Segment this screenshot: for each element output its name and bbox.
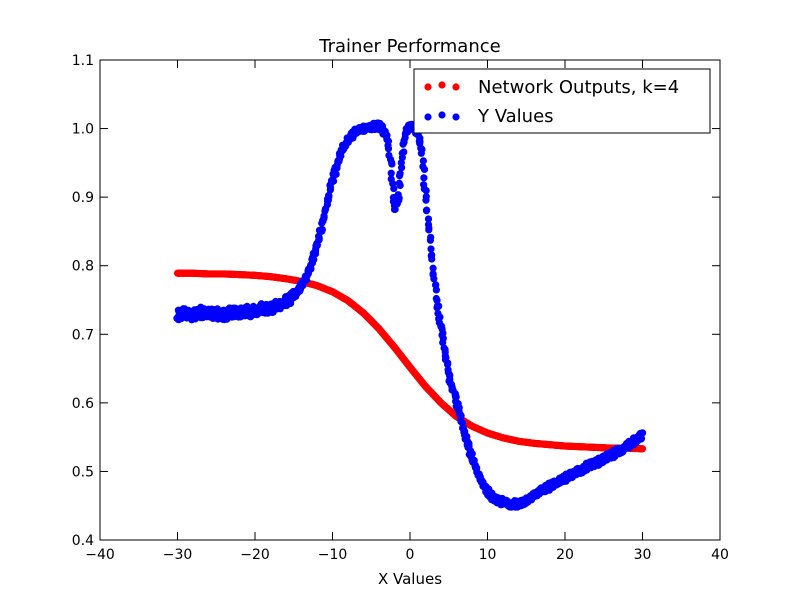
y-values-point	[422, 196, 430, 204]
legend-box	[413, 68, 711, 134]
x-tick-label: 0	[406, 547, 415, 563]
y-values-point	[473, 464, 481, 472]
y-values-point	[433, 296, 441, 304]
legend-marker-y-values	[438, 111, 446, 119]
legend-marker-network-outputs	[452, 83, 460, 91]
y-values-point	[439, 329, 447, 337]
y-values-point	[400, 148, 408, 156]
y-values-point	[417, 149, 425, 157]
y-values-point	[387, 169, 395, 177]
y-tick-label: 0.7	[72, 327, 94, 343]
x-tick-label: 20	[556, 547, 574, 563]
y-values-point	[390, 184, 398, 193]
x-tick-label: 40	[711, 547, 729, 563]
y-values-point	[384, 145, 393, 153]
legend-marker-y-values	[424, 113, 432, 121]
legend: Network Outputs, k=4 Y Values	[413, 68, 711, 134]
plot-frame	[99, 59, 721, 541]
x-tick-label: −10	[318, 547, 348, 563]
y-values-point	[638, 429, 647, 437]
y-values-point	[420, 174, 428, 182]
y-values-point	[423, 206, 431, 214]
legend-label-network-outputs: Network Outputs, k=4	[478, 77, 679, 98]
y-values-point	[396, 170, 404, 178]
x-axis-title: X Values	[378, 570, 442, 588]
y-values-point	[425, 226, 433, 234]
y-values-point	[429, 264, 437, 272]
plot-points	[173, 119, 647, 511]
y-tick-label: 1.1	[72, 53, 94, 69]
y-tick-label: 0.8	[72, 259, 94, 275]
x-tick-label: −20	[240, 547, 270, 563]
y-values-point	[424, 215, 433, 223]
y-values-point	[444, 359, 452, 367]
y-values-point	[426, 236, 435, 244]
y-values-point	[430, 275, 438, 283]
y-tick-label: 0.6	[72, 396, 94, 412]
y-values-point	[420, 165, 429, 174]
y-values-point	[422, 186, 430, 195]
legend-marker-network-outputs	[438, 81, 446, 89]
y-tick-label: 1.0	[72, 122, 94, 138]
x-tick-label: 30	[634, 547, 652, 563]
y-tick-label: 0.5	[72, 464, 94, 480]
y-values-point	[428, 255, 436, 263]
y-values-point	[310, 255, 318, 264]
y-values-point	[315, 233, 323, 241]
chart-title: Trainer Performance	[318, 36, 500, 57]
x-tick-label: 10	[479, 547, 497, 563]
legend-marker-y-values	[452, 113, 460, 121]
y-tick-label: 0.9	[72, 190, 94, 206]
y-values-point	[432, 286, 440, 294]
y-values-point	[637, 434, 646, 442]
y-values-point	[458, 419, 467, 427]
y-values-point	[394, 191, 402, 199]
y-values-point	[439, 338, 447, 347]
legend-marker-network-outputs	[424, 83, 432, 91]
y-values-point	[419, 157, 427, 165]
y-values-point	[318, 225, 326, 234]
y-values-point	[329, 177, 338, 185]
y-values-point	[395, 179, 403, 187]
y-values-point	[337, 152, 345, 160]
axis-ticks: −40 −30 −20 −10 0 10 20 30 40 0.4 0.5 0.6 0.7 0.8 0.9 1…	[72, 53, 729, 563]
y-values-point	[435, 302, 443, 310]
y-values-point	[427, 245, 435, 253]
legend-label-y-values: Y Values	[477, 106, 554, 127]
y-values-point	[325, 192, 333, 200]
y-values-point	[388, 160, 396, 168]
y-values-point	[457, 412, 465, 420]
y-values-point	[416, 137, 424, 146]
x-tick-label: −40	[85, 547, 115, 563]
network-outputs-point	[638, 445, 647, 453]
x-tick-label: −30	[163, 547, 193, 563]
y-tick-label: 0.4	[72, 533, 94, 549]
